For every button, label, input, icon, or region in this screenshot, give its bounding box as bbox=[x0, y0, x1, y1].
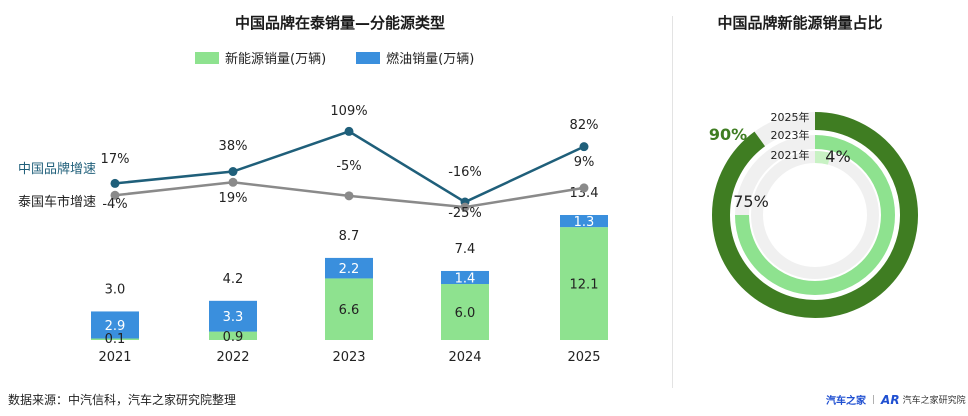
bar-ice-2025 bbox=[560, 215, 608, 228]
ring-value-2025: 90% bbox=[709, 125, 747, 144]
label-nev-2021: 0.1 bbox=[105, 332, 126, 347]
x-tick-2025: 2025 bbox=[567, 350, 600, 365]
bar-chart-title: 中国品牌在泰销量—分能源类型 bbox=[234, 14, 445, 32]
line-cn-growth bbox=[114, 130, 585, 204]
label-nev-2023: 6.6 bbox=[339, 303, 360, 318]
ring-arc-2021 bbox=[814, 151, 831, 165]
research-logo: AR 汽车之家研究院 bbox=[881, 393, 966, 407]
autohome-logo: 汽车之家 bbox=[826, 396, 866, 407]
bar-ice-2022 bbox=[209, 300, 257, 332]
footer-logos: 汽车之家 | AR 汽车之家研究院 bbox=[826, 392, 966, 408]
ar-logo-icon: AR bbox=[881, 392, 900, 407]
label-ice-2021: 2.9 bbox=[105, 319, 126, 334]
label-th-growth-2025: 9% bbox=[574, 155, 595, 170]
label-ice-2022: 3.3 bbox=[223, 310, 244, 325]
label-total-2024: 7.4 bbox=[455, 242, 476, 257]
label-total-2025: 13.4 bbox=[570, 186, 599, 201]
bar-nev-2024 bbox=[441, 284, 489, 340]
label-cn-growth-2022: 38% bbox=[219, 139, 248, 154]
label-total-2021: 3.0 bbox=[105, 282, 126, 297]
point-th-2023 bbox=[344, 191, 354, 201]
series-name-cn-growth: 中国品牌增速 bbox=[18, 161, 96, 177]
point-th-2025 bbox=[579, 183, 589, 193]
label-nev-2022: 0.9 bbox=[223, 330, 244, 345]
ring-arc-2023 bbox=[735, 135, 895, 295]
line-th-growth bbox=[114, 181, 585, 209]
label-cn-growth-2023: 109% bbox=[330, 104, 367, 119]
point-th-2021 bbox=[110, 190, 120, 200]
x-tick-2021: 2021 bbox=[98, 350, 131, 365]
bar-nev-2025 bbox=[560, 227, 608, 340]
ring-value-2021: 4% bbox=[825, 147, 850, 166]
label-total-2023: 8.7 bbox=[339, 229, 360, 244]
data-source: 数据来源：中汽信科，汽车之家研究院整理 bbox=[8, 393, 237, 407]
legend: 新能源销量(万辆) 燃油销量(万辆) bbox=[195, 48, 474, 67]
point-cn-2025 bbox=[579, 142, 589, 152]
ring-year-2021: 2021年 bbox=[771, 148, 810, 162]
point-cn-2024 bbox=[460, 197, 470, 207]
legend-nev: 新能源销量(万辆) bbox=[195, 48, 326, 67]
point-cn-2023 bbox=[344, 126, 354, 136]
bar-nev-2021 bbox=[91, 338, 139, 340]
ring-year-2025: 2025年 bbox=[771, 110, 810, 124]
legend-ice: 燃油销量(万辆) bbox=[356, 48, 474, 67]
label-th-growth-2022: 19% bbox=[219, 191, 248, 206]
label-nev-2025: 12.1 bbox=[570, 278, 599, 293]
ring-value-2023: 75% bbox=[733, 192, 769, 211]
ring-track-2023 bbox=[735, 135, 895, 295]
legend-ice-label: 燃油销量(万辆) bbox=[386, 52, 475, 67]
label-th-growth-2024: -25% bbox=[448, 206, 482, 221]
ring-year-2023: 2023年 bbox=[771, 128, 810, 142]
research-logo-text: 汽车之家研究院 bbox=[902, 396, 966, 406]
label-th-growth-2021: -4% bbox=[102, 197, 127, 212]
label-total-2022: 4.2 bbox=[223, 272, 244, 287]
legend-ice-swatch bbox=[356, 51, 381, 64]
ring-chart-title: 中国品牌新能源销量占比 bbox=[717, 14, 883, 32]
label-ice-2025: 1.3 bbox=[574, 215, 595, 230]
label-cn-growth-2021: 17% bbox=[101, 152, 130, 167]
ring-track-2021 bbox=[751, 151, 879, 279]
series-name-th-growth: 泰国车市增速 bbox=[18, 194, 96, 210]
ring-arc-2025 bbox=[712, 112, 918, 318]
x-tick-2022: 2022 bbox=[216, 350, 249, 365]
point-cn-2022 bbox=[228, 167, 238, 177]
legend-nev-swatch bbox=[195, 51, 219, 64]
label-ice-2024: 1.4 bbox=[455, 272, 476, 287]
point-th-2024 bbox=[460, 202, 470, 212]
logo-separator: | bbox=[872, 394, 876, 405]
point-cn-2021 bbox=[110, 178, 120, 188]
ring-track-2025 bbox=[712, 112, 918, 318]
bar-ice-2021 bbox=[91, 311, 139, 339]
label-cn-growth-2024: -16% bbox=[448, 165, 482, 180]
point-th-2022 bbox=[228, 177, 238, 187]
bar-nev-2022 bbox=[209, 331, 257, 340]
bar-ice-2024 bbox=[441, 270, 489, 285]
x-tick-2023: 2023 bbox=[332, 350, 365, 365]
panel-divider bbox=[672, 16, 673, 388]
label-ice-2023: 2.2 bbox=[339, 262, 360, 277]
label-cn-growth-2025: 82% bbox=[570, 118, 599, 133]
legend-nev-label: 新能源销量(万辆) bbox=[225, 52, 327, 67]
bar-ice-2023 bbox=[325, 257, 373, 279]
label-nev-2024: 6.0 bbox=[455, 306, 476, 321]
x-tick-2024: 2024 bbox=[448, 350, 481, 365]
bar-nev-2023 bbox=[325, 278, 373, 340]
label-th-growth-2023: -5% bbox=[336, 159, 361, 174]
